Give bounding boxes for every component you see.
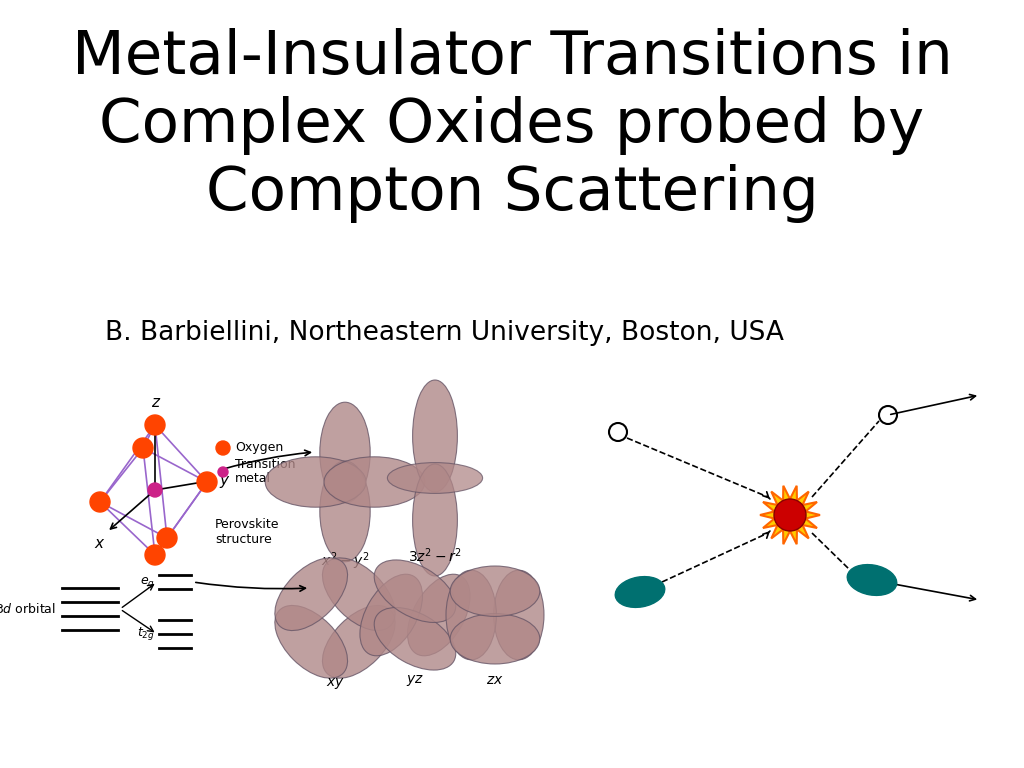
- Ellipse shape: [451, 566, 540, 617]
- Text: Oxygen: Oxygen: [234, 442, 284, 455]
- Polygon shape: [760, 485, 820, 545]
- Text: $3z^2-r^2$: $3z^2-r^2$: [408, 546, 462, 564]
- Ellipse shape: [408, 574, 470, 656]
- Ellipse shape: [413, 380, 458, 492]
- Text: $yz$: $yz$: [406, 673, 424, 688]
- Ellipse shape: [319, 402, 371, 503]
- Ellipse shape: [274, 558, 347, 631]
- Ellipse shape: [323, 605, 395, 678]
- Ellipse shape: [446, 570, 497, 660]
- Ellipse shape: [494, 570, 544, 660]
- Text: $x^2-y^2$: $x^2-y^2$: [321, 550, 370, 571]
- Circle shape: [133, 438, 153, 458]
- Text: Transition
metal: Transition metal: [234, 458, 296, 485]
- Ellipse shape: [359, 574, 423, 656]
- Ellipse shape: [387, 462, 482, 493]
- Ellipse shape: [413, 464, 458, 576]
- Text: y: y: [219, 472, 228, 488]
- Text: Perovskite
structure: Perovskite structure: [215, 518, 280, 546]
- Ellipse shape: [274, 605, 347, 678]
- Text: Metal-Insulator Transitions in
Complex Oxides probed by
Compton Scattering: Metal-Insulator Transitions in Complex O…: [72, 28, 952, 223]
- Circle shape: [90, 492, 110, 512]
- Text: x: x: [94, 536, 103, 551]
- Circle shape: [774, 499, 806, 531]
- Circle shape: [157, 528, 177, 548]
- Circle shape: [145, 545, 165, 565]
- Ellipse shape: [451, 614, 540, 664]
- Text: $3d$ orbital: $3d$ orbital: [0, 602, 56, 616]
- Circle shape: [216, 441, 230, 455]
- Ellipse shape: [324, 457, 425, 507]
- Ellipse shape: [323, 558, 395, 631]
- Ellipse shape: [615, 577, 665, 607]
- Text: z: z: [151, 395, 159, 410]
- Text: $t_{2g}$: $t_{2g}$: [137, 625, 155, 643]
- Text: $zx$: $zx$: [486, 673, 504, 687]
- Ellipse shape: [374, 560, 456, 623]
- Ellipse shape: [374, 607, 456, 670]
- Circle shape: [148, 483, 162, 497]
- Circle shape: [197, 472, 217, 492]
- Text: $e_g$: $e_g$: [140, 574, 155, 590]
- Ellipse shape: [847, 564, 897, 595]
- Circle shape: [145, 415, 165, 435]
- Text: $xy$: $xy$: [326, 676, 344, 691]
- Circle shape: [218, 467, 228, 477]
- Ellipse shape: [265, 457, 366, 507]
- Text: B. Barbiellini, Northeastern University, Boston, USA: B. Barbiellini, Northeastern University,…: [105, 320, 784, 346]
- Ellipse shape: [319, 461, 371, 562]
